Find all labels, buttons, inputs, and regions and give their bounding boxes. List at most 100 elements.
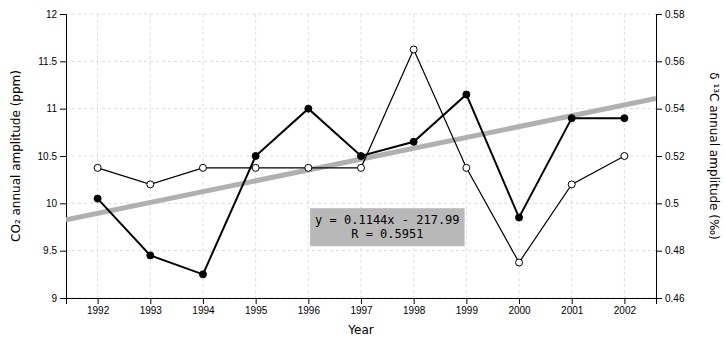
tick: 10.5 — [38, 151, 66, 162]
plot: 1992 1993 1994 1995 1996 1997 1998 1999 2000 2001… — [9, 9, 721, 337]
tick: 0.46 — [656, 293, 685, 304]
point — [252, 164, 259, 171]
tick-mark — [203, 298, 204, 304]
tick: 1999 — [456, 298, 479, 316]
point — [94, 164, 101, 171]
tick-label: 0.58 — [665, 9, 685, 20]
tick-mark — [414, 298, 415, 304]
trend-line — [66, 98, 656, 219]
tick-mark — [656, 203, 662, 204]
point — [147, 181, 154, 188]
tick: 10 — [46, 198, 66, 209]
tick: 0.48 — [656, 245, 685, 256]
point — [410, 138, 417, 145]
tick: 0.54 — [656, 103, 685, 114]
tick-mark — [656, 156, 662, 157]
tick-mark — [60, 156, 66, 157]
tick-mark — [361, 298, 362, 304]
point — [410, 46, 417, 53]
tick-mark — [572, 298, 573, 304]
tick-mark — [60, 203, 66, 204]
tick-mark — [308, 298, 309, 304]
tick-mark — [624, 298, 625, 304]
tick-label: 1994 — [192, 305, 215, 316]
tick-mark — [60, 298, 66, 299]
tick: 11 — [47, 103, 66, 114]
tick-label: 9 — [51, 293, 57, 304]
tick-label: 1996 — [298, 305, 321, 316]
tick-mark — [60, 251, 66, 252]
point — [358, 164, 365, 171]
annotation-box — [310, 208, 465, 246]
tick-mark — [656, 61, 662, 62]
annotation-text: y = 0.1144x - 217.99 — [315, 213, 460, 227]
axis-line — [67, 299, 657, 305]
tick: 11.5 — [38, 56, 66, 67]
point — [463, 164, 470, 171]
axis-line — [60, 15, 67, 299]
tick-mark — [656, 14, 662, 15]
point — [621, 115, 628, 122]
point — [199, 271, 206, 278]
tick-label: 0.46 — [665, 293, 685, 304]
tick: 12 — [46, 9, 66, 20]
tick-mark — [256, 298, 257, 304]
tick-label: 2001 — [561, 305, 584, 316]
tick-mark — [60, 61, 66, 62]
point — [147, 252, 154, 259]
y-axis-title: CO₂ annual amplitude (ppm) — [9, 70, 23, 242]
tick-label: 10 — [46, 198, 58, 209]
tick: 0.56 — [656, 56, 685, 67]
tick: 1997 — [350, 298, 373, 316]
tick: 2001 — [561, 298, 584, 316]
annotation-text: R = 0.5951 — [351, 227, 423, 241]
tick: 2000 — [508, 298, 531, 316]
grid-line-y — [66, 14, 656, 15]
y-axis: 9 9.5 10 10.5 11 11.5 12 — [38, 9, 67, 304]
grid-line-y — [66, 108, 656, 109]
tick-label: 9.5 — [43, 245, 57, 256]
tick: 1994 — [192, 298, 215, 316]
tick-label: 1997 — [350, 305, 373, 316]
tick-mark — [60, 14, 66, 15]
tick: 9.5 — [43, 245, 66, 256]
point — [568, 181, 575, 188]
tick-label: 1999 — [456, 305, 479, 316]
point — [252, 153, 259, 160]
tick: 1993 — [140, 298, 163, 316]
point — [568, 115, 575, 122]
series-line — [98, 50, 625, 263]
point — [305, 105, 312, 112]
y2-axis-title: δ ¹³C annual amplitude (‰) — [707, 72, 721, 240]
x-axis-title: Year — [347, 323, 373, 337]
tick: 0.5 — [656, 198, 679, 209]
tick-label: 11.5 — [38, 56, 57, 67]
tick-label: 1998 — [403, 305, 426, 316]
tick-mark — [466, 298, 467, 304]
point — [516, 214, 523, 221]
tick-label: 1992 — [87, 305, 110, 316]
point — [358, 153, 365, 160]
tick: 1992 — [87, 298, 110, 316]
tick-label: 2002 — [614, 305, 637, 316]
tick-mark — [150, 298, 151, 304]
tick-label: 0.56 — [665, 56, 685, 67]
tick: 1995 — [245, 298, 268, 316]
axis-line — [657, 15, 663, 299]
tick-label: 1995 — [245, 305, 268, 316]
tick-label: 11 — [47, 103, 58, 114]
tick: 2002 — [614, 298, 637, 316]
tick-mark — [60, 109, 66, 110]
series-line — [98, 94, 625, 274]
chart: 1992 1993 1994 1995 1996 1997 1998 1999 2000 2001… — [0, 0, 726, 342]
tick-label: 0.5 — [665, 198, 679, 209]
point — [199, 164, 206, 171]
grid-line-x — [466, 14, 467, 298]
grid — [66, 14, 656, 298]
tick-label: 2000 — [508, 305, 531, 316]
tick-mark — [656, 251, 662, 252]
tick-label: 12 — [46, 9, 58, 20]
tick-label: 0.52 — [665, 151, 685, 162]
tick-label: 0.48 — [665, 245, 685, 256]
point — [621, 153, 628, 160]
